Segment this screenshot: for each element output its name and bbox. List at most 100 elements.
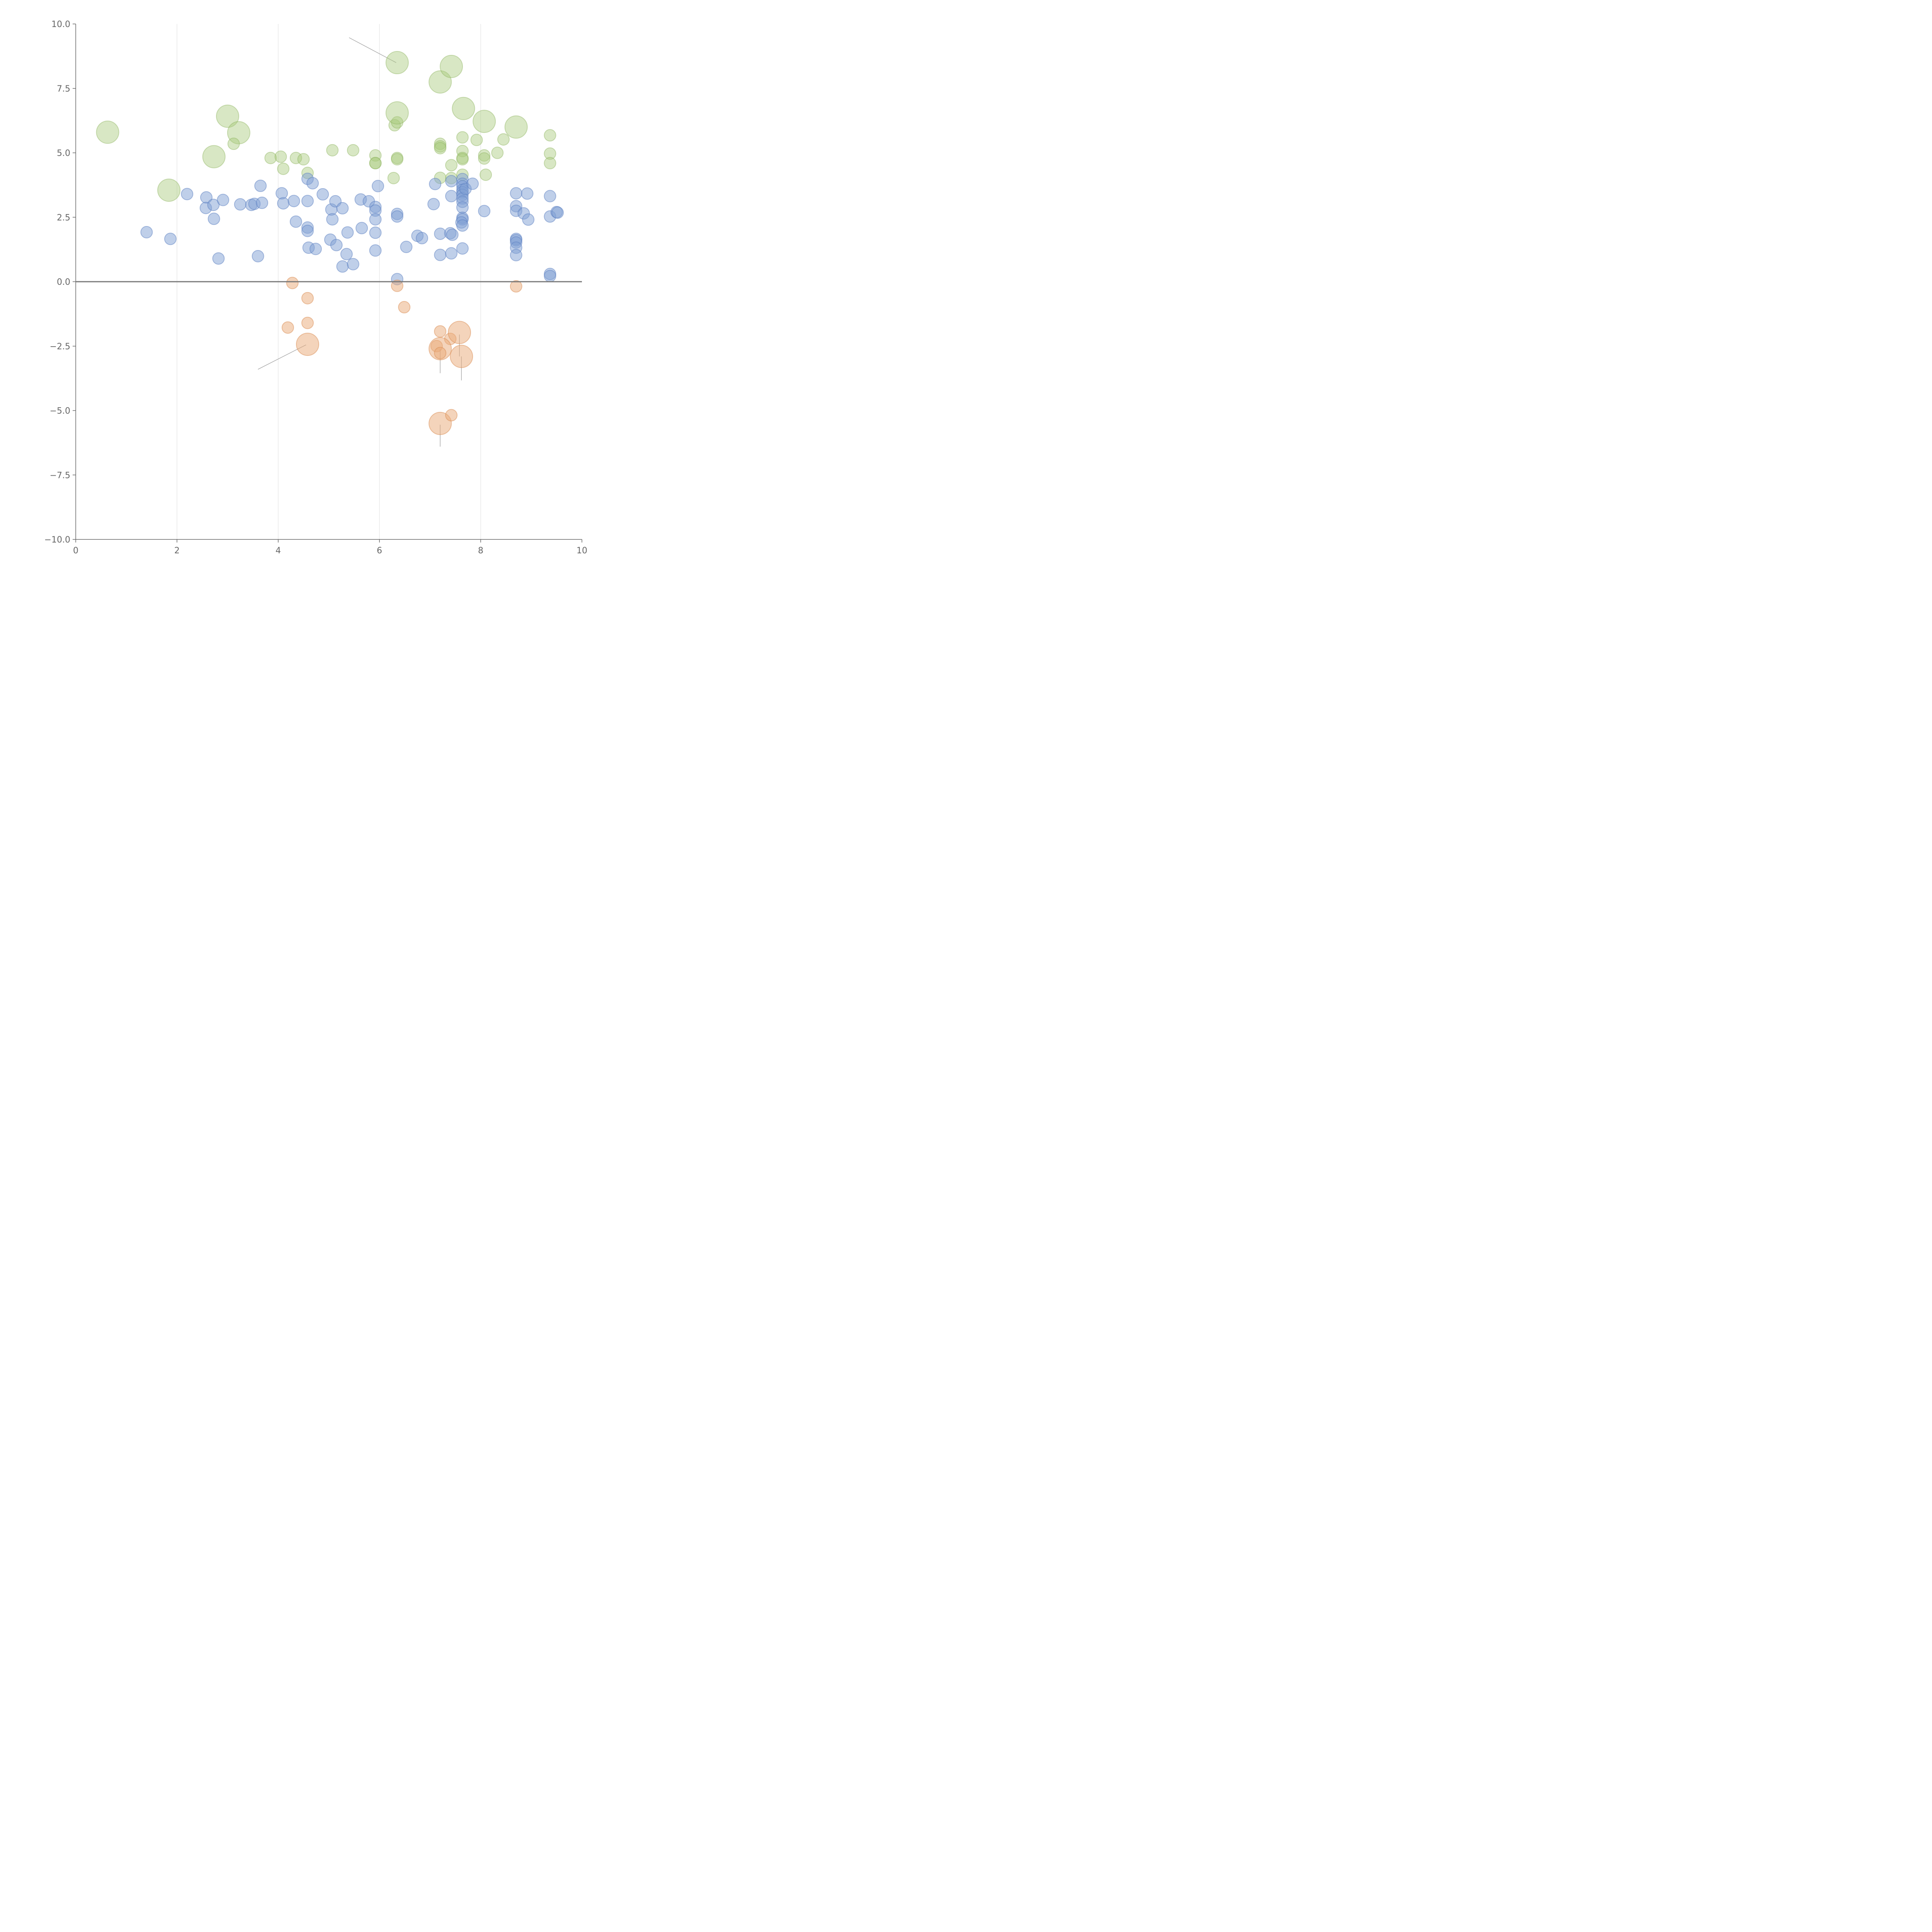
- data-point: [456, 145, 469, 157]
- data-point: [326, 213, 339, 226]
- data-point: [385, 51, 409, 75]
- data-point: [157, 179, 181, 202]
- y-tick-label: 0.0: [57, 277, 70, 287]
- data-point: [445, 159, 458, 172]
- data-point: [473, 110, 496, 133]
- y-tick-label: −10.0: [44, 535, 70, 545]
- data-point: [306, 177, 319, 190]
- data-point: [369, 226, 382, 239]
- series-positive-mid: [140, 172, 564, 286]
- data-point: [445, 247, 458, 260]
- data-point: [391, 151, 403, 164]
- data-point: [181, 188, 194, 201]
- data-point: [497, 133, 510, 146]
- data-point: [336, 260, 349, 273]
- data-point: [309, 243, 322, 255]
- data-point: [341, 226, 354, 239]
- data-point: [347, 144, 359, 156]
- data-point: [544, 147, 556, 160]
- y-tick-label: 2.5: [57, 213, 70, 223]
- y-tick-label: 7.5: [57, 84, 70, 94]
- data-point: [440, 55, 463, 78]
- data-point: [254, 179, 267, 192]
- data-point: [281, 321, 294, 334]
- data-point: [277, 197, 290, 210]
- data-point: [96, 121, 119, 144]
- data-point: [544, 270, 556, 282]
- data-point: [369, 157, 382, 170]
- data-point: [544, 129, 556, 142]
- y-tick-label: −2.5: [50, 342, 70, 352]
- data-point: [416, 232, 429, 245]
- data-point: [456, 219, 469, 232]
- data-point: [274, 150, 287, 163]
- data-points: [96, 51, 564, 435]
- y-tick-label: 5.0: [57, 149, 70, 158]
- data-point: [347, 258, 359, 270]
- y-tick-label: 10.0: [51, 20, 70, 29]
- series-positive-high: [96, 51, 556, 202]
- data-point: [340, 248, 353, 260]
- y-axis-ticks: 10.0 7.5 5.0 2.5 0.0 −2.5 −5.0 −7.5 −10.0: [44, 20, 76, 545]
- data-point: [434, 248, 447, 261]
- data-point: [289, 215, 302, 228]
- data-point: [427, 198, 440, 211]
- data-point: [391, 153, 403, 166]
- data-point: [456, 242, 469, 255]
- data-point: [544, 157, 556, 170]
- data-point: [478, 152, 491, 165]
- data-point: [234, 198, 247, 211]
- data-point: [510, 187, 522, 200]
- data-point: [164, 233, 177, 245]
- y-tick-label: −7.5: [50, 471, 70, 480]
- x-tick-label: 0: [73, 546, 78, 556]
- x-tick-label: 8: [478, 546, 483, 556]
- data-point: [456, 153, 469, 166]
- leader-line: [349, 37, 396, 63]
- data-point: [301, 316, 314, 329]
- data-point: [456, 131, 469, 144]
- data-point: [387, 172, 400, 184]
- data-point: [301, 195, 314, 207]
- data-point: [445, 409, 458, 422]
- x-tick-label: 2: [174, 546, 180, 556]
- data-point: [276, 187, 288, 200]
- data-point: [551, 206, 564, 219]
- data-point: [450, 345, 473, 368]
- data-point: [452, 97, 475, 120]
- data-point: [456, 151, 469, 164]
- data-point: [434, 142, 447, 155]
- data-point: [140, 226, 153, 238]
- data-point: [297, 153, 310, 166]
- data-point: [301, 292, 314, 304]
- data-point: [216, 104, 239, 128]
- data-point: [256, 196, 269, 209]
- data-point: [391, 210, 403, 223]
- data-point: [369, 213, 382, 226]
- data-point: [296, 333, 319, 356]
- data-point: [202, 145, 226, 168]
- data-point: [316, 188, 329, 201]
- axes: [75, 24, 582, 540]
- data-point: [227, 121, 250, 145]
- data-point: [478, 205, 491, 218]
- data-point: [287, 195, 300, 207]
- data-point: [510, 280, 522, 293]
- data-point: [400, 240, 413, 253]
- data-point: [456, 201, 469, 214]
- data-point: [207, 199, 220, 211]
- data-point: [447, 321, 471, 344]
- data-point: [301, 224, 314, 237]
- data-point: [227, 138, 240, 150]
- data-point: [544, 190, 556, 202]
- data-point: [264, 151, 277, 164]
- data-point: [466, 177, 479, 190]
- data-point: [398, 301, 411, 314]
- bubble-chart: 0 2 4 6 8 10 10.0 7.5 5.0 2.5 0.0 −2.5 −5.0 −7.5 −10.…: [44, 20, 587, 556]
- data-point: [286, 277, 299, 289]
- x-tick-label: 6: [377, 546, 382, 556]
- data-point: [434, 347, 447, 359]
- data-point: [434, 325, 447, 338]
- data-point: [336, 202, 349, 214]
- data-point: [429, 178, 442, 190]
